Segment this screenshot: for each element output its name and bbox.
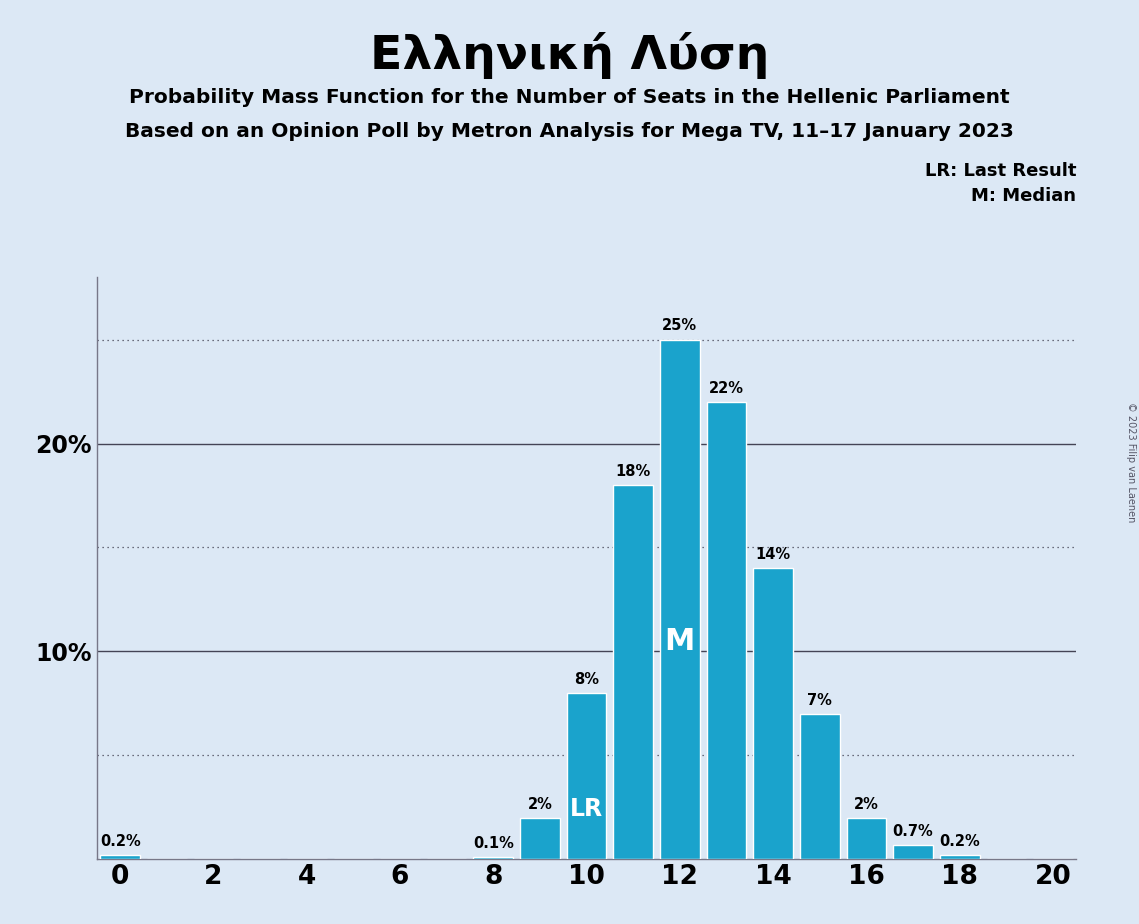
Bar	[893, 845, 933, 859]
Text: 0.1%: 0.1%	[473, 836, 514, 851]
Bar	[659, 340, 699, 859]
Text: Based on an Opinion Poll by Metron Analysis for Mega TV, 11–17 January 2023: Based on an Opinion Poll by Metron Analy…	[125, 122, 1014, 141]
Text: © 2023 Filip van Laenen: © 2023 Filip van Laenen	[1126, 402, 1136, 522]
Bar	[800, 713, 839, 859]
Text: 0.2%: 0.2%	[940, 834, 981, 849]
Text: 7%: 7%	[808, 693, 833, 708]
Bar	[846, 818, 886, 859]
Text: 25%: 25%	[662, 319, 697, 334]
Text: Probability Mass Function for the Number of Seats in the Hellenic Parliament: Probability Mass Function for the Number…	[129, 88, 1010, 107]
Bar	[100, 856, 140, 859]
Text: M: M	[665, 626, 695, 655]
Text: 0.2%: 0.2%	[100, 834, 140, 849]
Bar	[521, 818, 559, 859]
Text: 0.7%: 0.7%	[893, 823, 934, 839]
Text: 14%: 14%	[755, 547, 790, 562]
Text: 2%: 2%	[854, 796, 879, 811]
Bar	[706, 402, 746, 859]
Bar	[567, 693, 606, 859]
Bar	[940, 856, 980, 859]
Text: 18%: 18%	[615, 464, 650, 479]
Text: 22%: 22%	[708, 381, 744, 395]
Bar	[474, 857, 513, 859]
Text: LR: LR	[570, 797, 604, 821]
Text: Ελληνική Λύση: Ελληνική Λύση	[370, 32, 769, 79]
Text: LR: Last Result: LR: Last Result	[925, 162, 1076, 179]
Text: M: Median: M: Median	[972, 187, 1076, 204]
Bar	[753, 568, 793, 859]
Bar	[614, 485, 653, 859]
Text: 8%: 8%	[574, 672, 599, 687]
Text: 2%: 2%	[527, 796, 552, 811]
